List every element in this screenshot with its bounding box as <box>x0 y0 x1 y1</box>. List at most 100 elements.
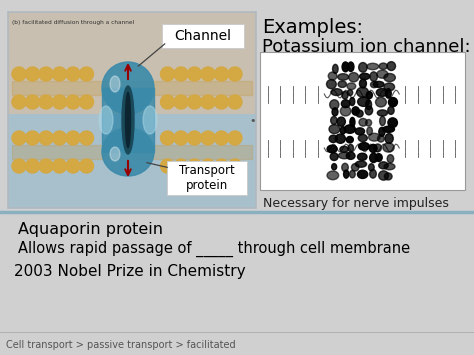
Circle shape <box>161 159 174 173</box>
Ellipse shape <box>327 80 336 89</box>
Ellipse shape <box>366 92 373 99</box>
Ellipse shape <box>344 170 349 178</box>
Ellipse shape <box>385 89 391 98</box>
Circle shape <box>26 67 39 81</box>
Ellipse shape <box>338 152 350 159</box>
Ellipse shape <box>342 62 349 72</box>
Ellipse shape <box>338 81 346 87</box>
Circle shape <box>201 67 215 81</box>
FancyBboxPatch shape <box>167 161 247 195</box>
Circle shape <box>39 95 53 109</box>
Ellipse shape <box>126 93 130 147</box>
Circle shape <box>66 159 80 173</box>
Ellipse shape <box>329 125 340 133</box>
Text: Channel: Channel <box>174 29 231 43</box>
Ellipse shape <box>350 98 355 105</box>
Circle shape <box>228 159 242 173</box>
Ellipse shape <box>340 146 348 152</box>
Ellipse shape <box>346 152 355 159</box>
Circle shape <box>39 159 53 173</box>
Ellipse shape <box>340 106 351 116</box>
Ellipse shape <box>331 89 342 95</box>
Ellipse shape <box>110 76 120 92</box>
Circle shape <box>188 95 201 109</box>
Ellipse shape <box>330 100 339 110</box>
Circle shape <box>39 67 53 81</box>
Text: Aquaporin protein: Aquaporin protein <box>18 222 163 237</box>
Circle shape <box>66 131 80 145</box>
Ellipse shape <box>99 106 113 134</box>
Bar <box>8 114 256 208</box>
Ellipse shape <box>388 106 394 114</box>
Ellipse shape <box>327 171 339 180</box>
Ellipse shape <box>384 163 395 170</box>
Circle shape <box>12 67 26 81</box>
Ellipse shape <box>351 164 359 171</box>
Circle shape <box>80 95 93 109</box>
Ellipse shape <box>332 108 338 116</box>
Ellipse shape <box>341 100 350 108</box>
Circle shape <box>228 67 242 81</box>
Ellipse shape <box>377 135 384 142</box>
Text: Cell transport > passive transport > facilitated: Cell transport > passive transport > fac… <box>6 340 236 350</box>
Ellipse shape <box>371 82 378 88</box>
Ellipse shape <box>373 81 384 87</box>
Ellipse shape <box>388 118 397 127</box>
Bar <box>102 88 154 152</box>
Ellipse shape <box>387 155 394 163</box>
Ellipse shape <box>379 127 385 136</box>
Text: Transport
protein: Transport protein <box>179 164 235 192</box>
Circle shape <box>12 131 26 145</box>
Ellipse shape <box>356 87 368 97</box>
Circle shape <box>39 131 53 145</box>
Ellipse shape <box>342 91 348 99</box>
Ellipse shape <box>352 107 359 115</box>
Ellipse shape <box>333 64 338 73</box>
Ellipse shape <box>337 117 346 126</box>
Ellipse shape <box>367 127 373 135</box>
Ellipse shape <box>369 144 377 153</box>
Circle shape <box>215 95 228 109</box>
Circle shape <box>201 95 215 109</box>
Ellipse shape <box>344 125 356 133</box>
Circle shape <box>215 131 228 145</box>
Circle shape <box>174 95 188 109</box>
Ellipse shape <box>377 70 388 78</box>
Text: Potassium ion channel:: Potassium ion channel: <box>262 38 471 56</box>
Ellipse shape <box>387 62 395 71</box>
Ellipse shape <box>359 79 366 88</box>
Ellipse shape <box>375 154 382 162</box>
Ellipse shape <box>370 153 377 163</box>
Ellipse shape <box>350 118 355 127</box>
Ellipse shape <box>337 74 348 80</box>
Ellipse shape <box>102 128 154 176</box>
Circle shape <box>161 67 174 81</box>
Circle shape <box>161 95 174 109</box>
Ellipse shape <box>359 118 367 126</box>
Ellipse shape <box>356 110 363 117</box>
Circle shape <box>215 159 228 173</box>
Circle shape <box>12 159 26 173</box>
Ellipse shape <box>358 135 367 142</box>
Ellipse shape <box>389 98 397 107</box>
Bar <box>260 52 465 190</box>
FancyBboxPatch shape <box>162 24 244 48</box>
Circle shape <box>188 159 201 173</box>
Ellipse shape <box>368 164 374 171</box>
Circle shape <box>26 131 39 145</box>
Ellipse shape <box>370 72 377 81</box>
Ellipse shape <box>349 170 355 178</box>
Ellipse shape <box>377 110 388 116</box>
Circle shape <box>188 67 201 81</box>
Ellipse shape <box>365 120 372 126</box>
Ellipse shape <box>374 144 382 152</box>
Ellipse shape <box>349 72 359 82</box>
Text: (b) facilitated diffusion through a channel: (b) facilitated diffusion through a chan… <box>12 20 134 25</box>
Ellipse shape <box>375 97 386 107</box>
Circle shape <box>53 95 66 109</box>
Circle shape <box>228 131 242 145</box>
Ellipse shape <box>365 100 372 110</box>
Bar <box>8 12 256 114</box>
Circle shape <box>80 159 93 173</box>
Circle shape <box>53 67 66 81</box>
